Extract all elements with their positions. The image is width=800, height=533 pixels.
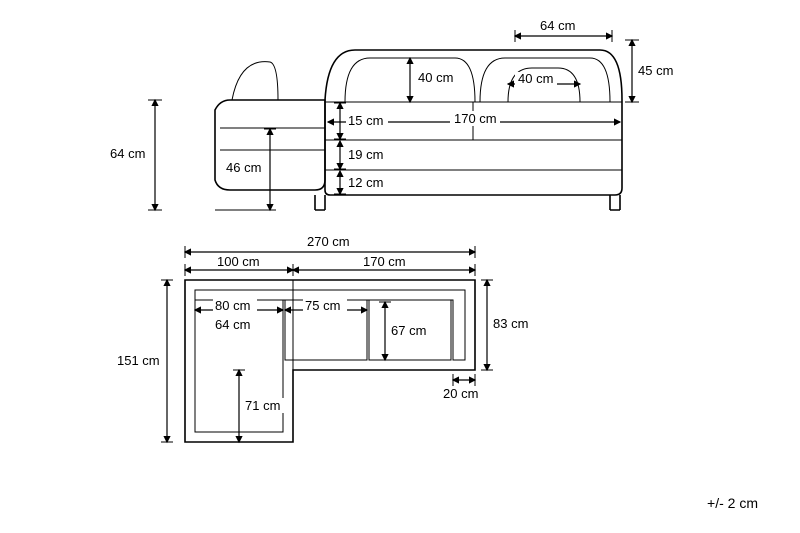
sofa-front-view: 64 cm 40 cm 45 cm 40 cm 170 cm [110,18,673,210]
label-back-d: 83 cm [493,316,528,331]
dim-top-pillow-w: 64 cm [515,18,612,42]
dim-chaise-ext: 71 cm [233,370,285,442]
label-pillow-w: 40 cm [518,71,553,86]
label-back-h: 40 cm [418,70,453,85]
label-mid-seat-w: 75 cm [305,298,340,313]
dim-total-d: 151 cm [117,280,173,442]
dim-total-h: 64 cm [110,100,162,210]
label-gap-mid: 19 cm [348,147,383,162]
dim-chaise-seat-d: 64 cm [213,317,257,332]
label-seat-h: 46 cm [226,160,261,175]
label-chaise-ext: 71 cm [245,398,280,413]
label-chaise-w: 100 cm [217,254,260,269]
label-top-pillow-w: 64 cm [540,18,575,33]
dim-arm-w: 20 cm [443,374,478,401]
label-seat-d: 67 cm [391,323,426,338]
label-gap-top: 15 cm [348,113,383,128]
dim-stack: 15 cm 19 cm 12 cm [334,103,388,194]
dimension-diagram: 64 cm 40 cm 45 cm 40 cm 170 cm [0,0,800,533]
dim-seat-h: 46 cm [215,129,276,210]
dim-seat-d: 67 cm [379,302,431,360]
dim-back-d: 83 cm [481,280,528,370]
label-pillow-h: 45 cm [638,63,673,78]
dim-segments: 100 cm 170 cm [185,254,475,276]
label-leg-h: 12 cm [348,175,383,190]
sofa-top-view: 270 cm 100 cm 170 cm 80 cm 64 cm 75 c [117,234,528,442]
label-total-h: 64 cm [110,146,145,161]
dim-pillow-w: 40 cm [508,71,580,86]
dim-back-h: 40 cm [404,58,458,102]
label-total-d: 151 cm [117,353,160,368]
label-seat-w: 170 cm [454,111,497,126]
label-total-w: 270 cm [307,234,350,249]
tolerance-note: +/- 2 cm [707,495,758,511]
label-arm-w: 20 cm [443,386,478,401]
label-seat-w-top: 170 cm [363,254,406,269]
label-chaise-seat-w: 80 cm [215,298,250,313]
label-chaise-seat-d: 64 cm [215,317,250,332]
dim-pillow-h: 45 cm [625,40,673,102]
